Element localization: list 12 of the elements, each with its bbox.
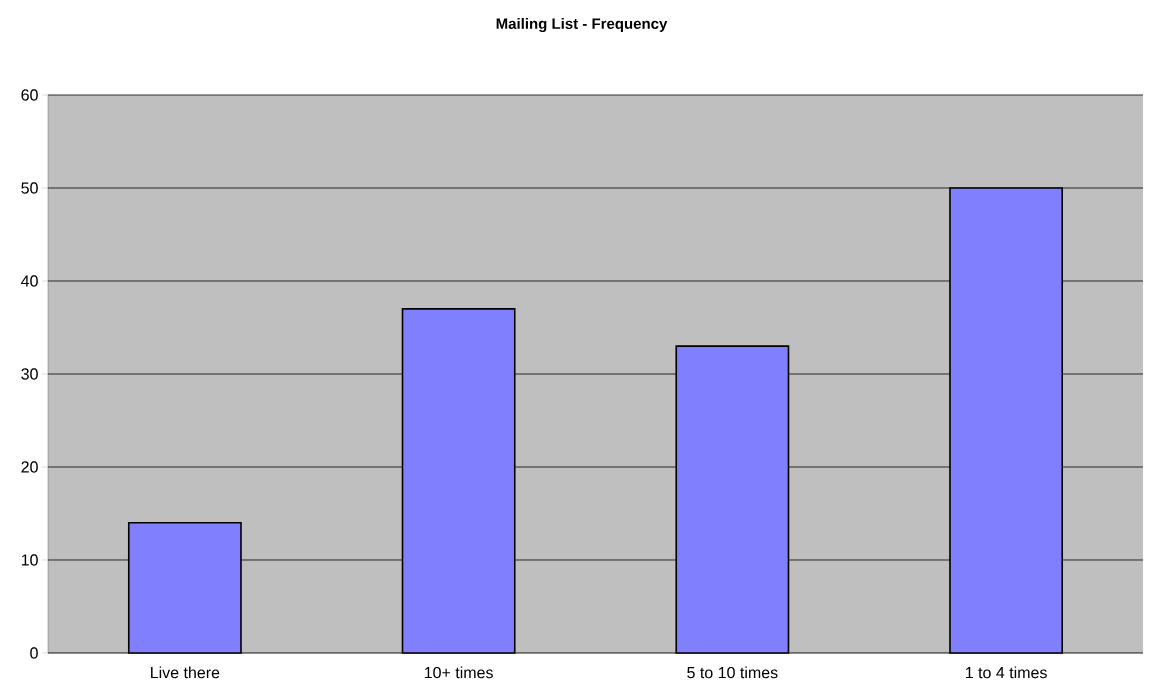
y-tick-label: 20 <box>21 461 38 473</box>
x-tick-label: 10+ times <box>424 666 493 679</box>
y-tick-label: 0 <box>30 647 38 659</box>
chart-title: Mailing List - Frequency <box>496 17 668 33</box>
x-tick-label: 1 to 4 times <box>965 666 1047 679</box>
y-tick-label: 40 <box>21 275 38 287</box>
x-tick-label: Live there <box>151 666 220 679</box>
x-tick-label: 5 to 10 times <box>687 666 778 679</box>
y-tick-label: 10 <box>21 554 38 566</box>
y-tick-label: 50 <box>21 182 38 194</box>
y-tick-label: 30 <box>21 368 38 380</box>
y-tick-label: 60 <box>21 89 38 101</box>
